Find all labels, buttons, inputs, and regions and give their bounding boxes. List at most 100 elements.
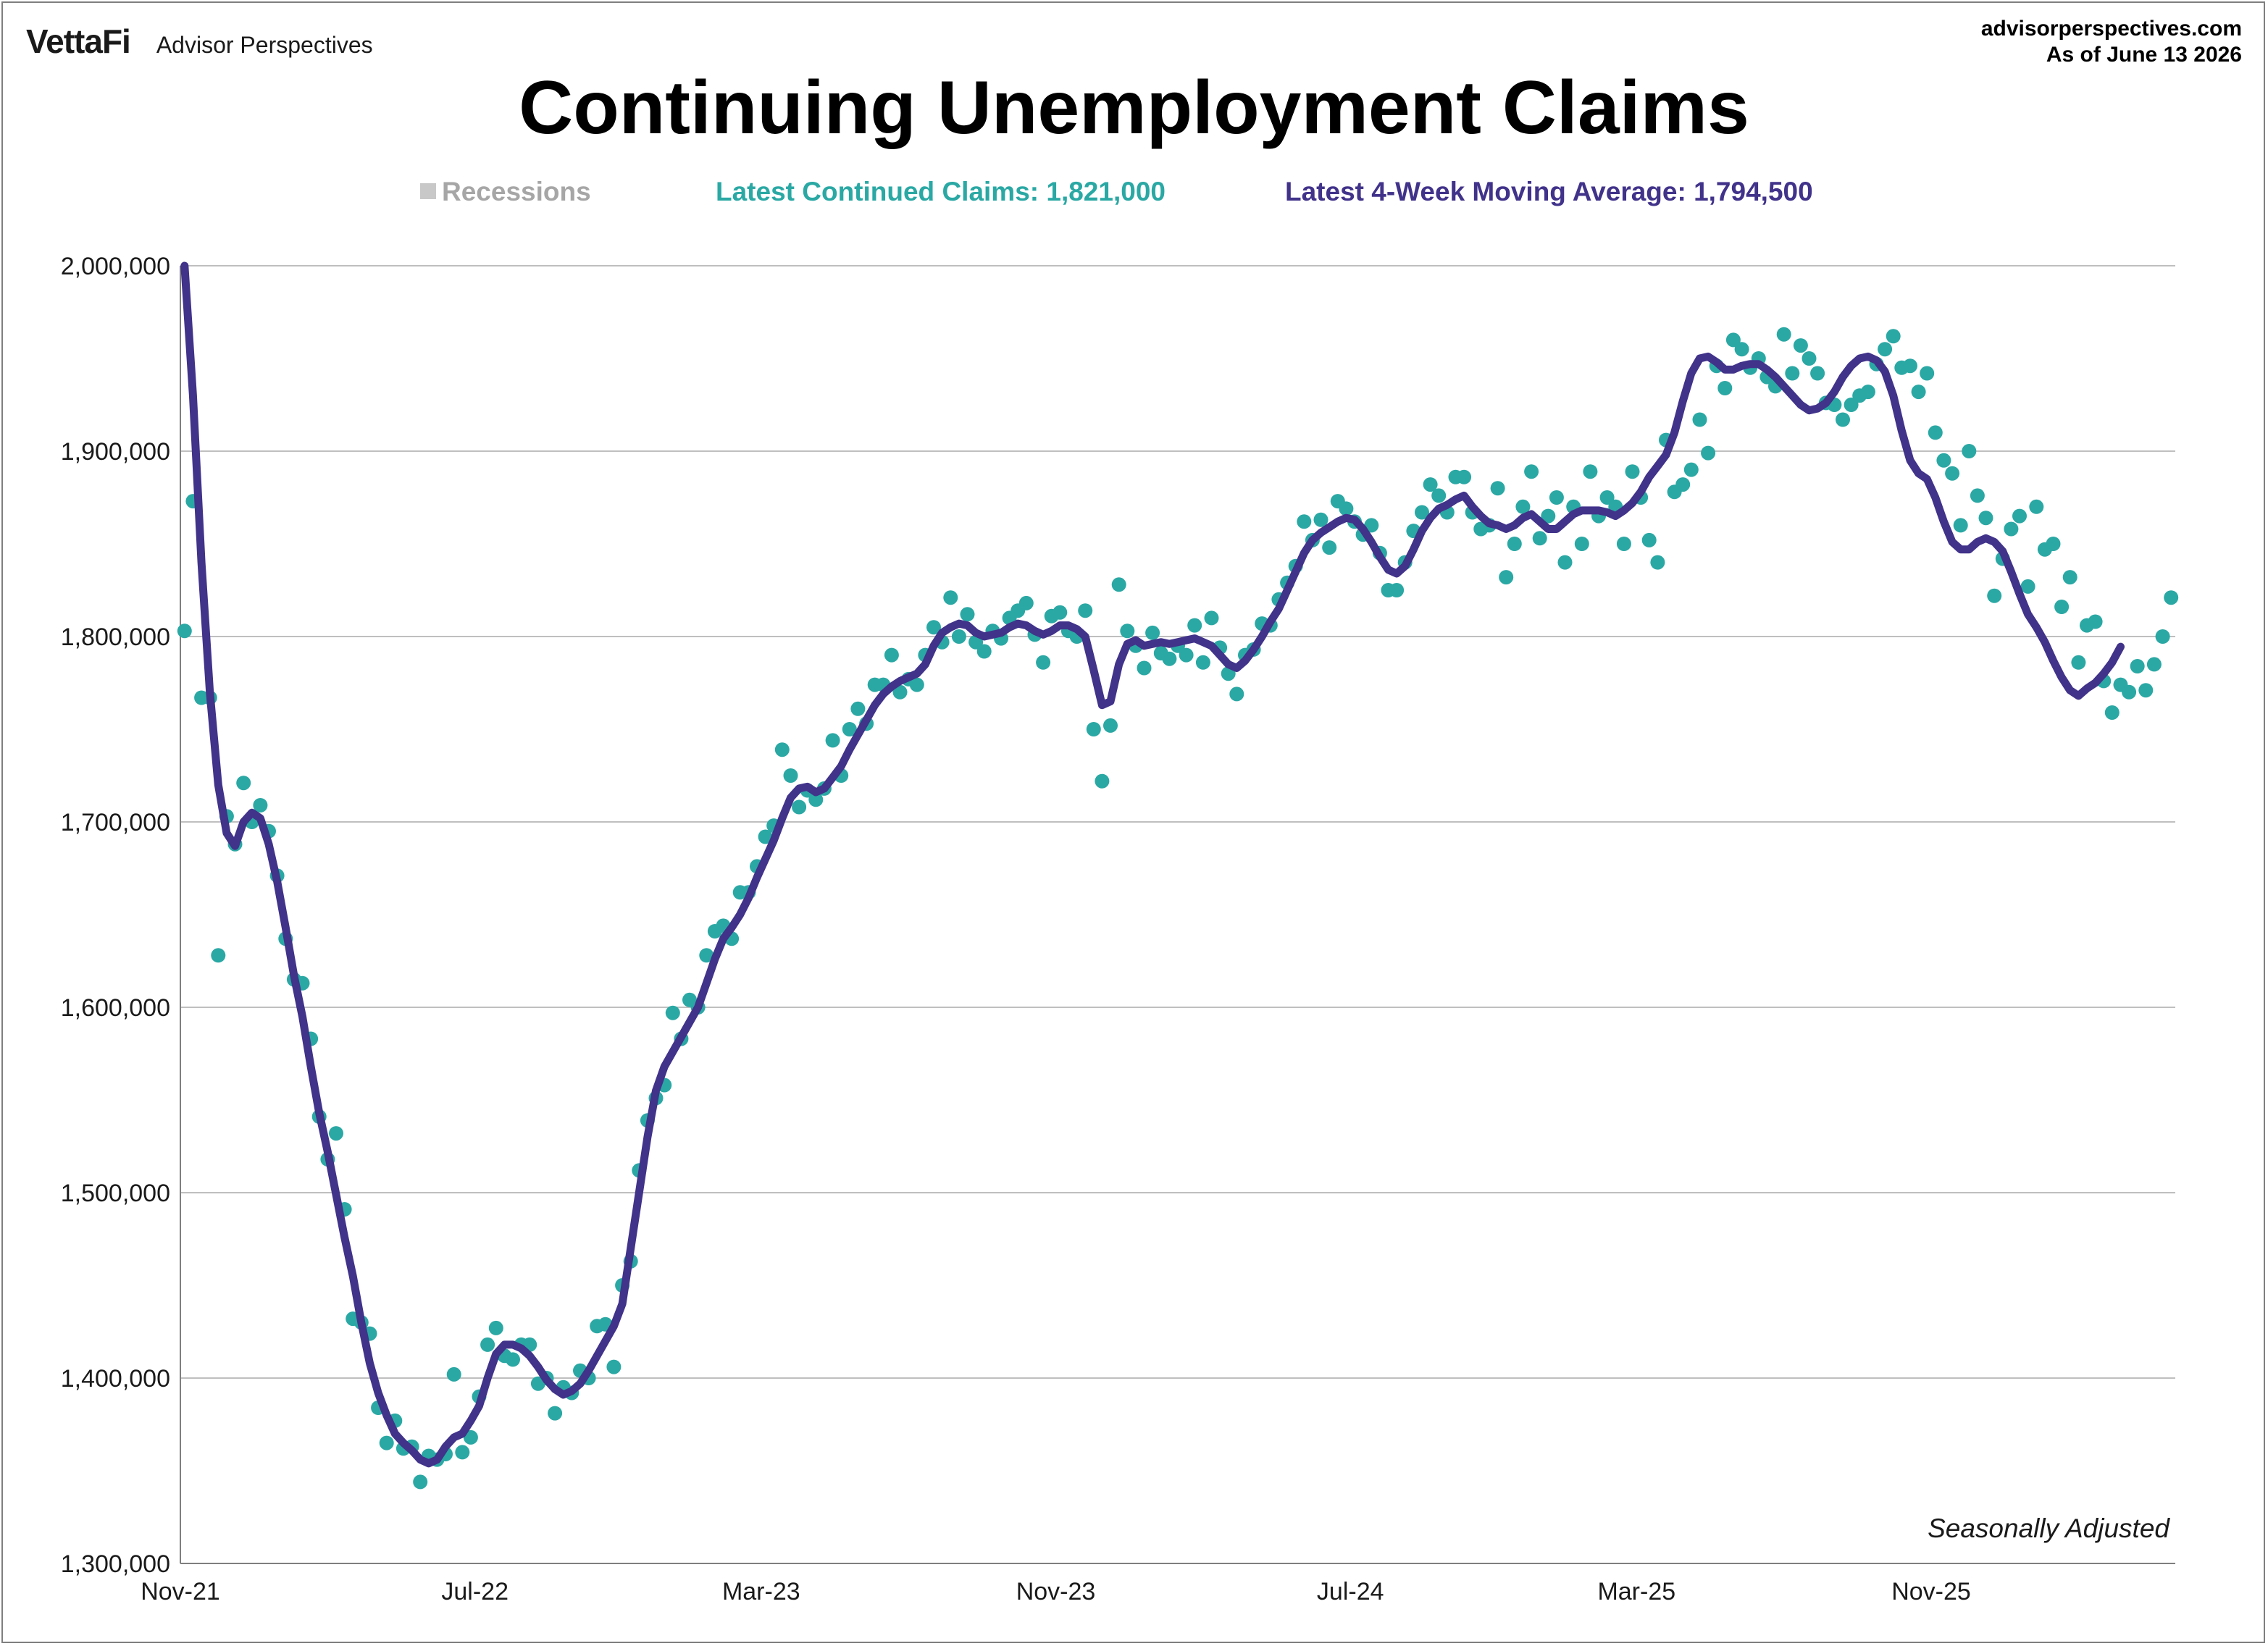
claims-point: [1095, 773, 1110, 789]
claims-point: [2164, 590, 2179, 605]
claims-point: [2046, 537, 2061, 551]
claims-point: [1978, 511, 1993, 526]
claims-point: [1086, 722, 1101, 736]
x-tick-label: Jul-22: [441, 1578, 509, 1605]
claims-point: [236, 776, 251, 791]
claims-point: [1625, 464, 1640, 479]
claims-point: [1457, 469, 1472, 484]
claims-point: [1836, 412, 1850, 427]
claims-point: [1145, 625, 1160, 640]
claims-point: [1179, 647, 1194, 663]
x-tick-labels: Nov-21 Jul-22 Mar-23 Nov-23 Jul-24 Mar-25 Nov-…: [141, 1578, 1971, 1605]
claims-point: [909, 677, 924, 692]
claims-point: [1111, 577, 1126, 592]
legend-moving-average: Latest 4-Week Moving Average: 1,794,500: [1285, 177, 1813, 206]
claims-point: [1920, 366, 1935, 381]
claims-point: [1549, 490, 1564, 505]
claims-point: [1515, 499, 1531, 514]
chart-title: Continuing Unemployment Claims: [519, 66, 1749, 150]
y-tick-label: 1,600,000: [61, 994, 170, 1022]
claims-point: [1574, 537, 1589, 551]
claims-point: [548, 1406, 563, 1421]
claims-point: [1692, 412, 1707, 427]
claims-point: [2155, 629, 2170, 644]
claims-point: [1599, 490, 1615, 505]
claims-point: [774, 742, 790, 757]
claims-point: [1120, 623, 1135, 639]
claims-point: [758, 829, 773, 844]
x-tick-label: Mar-25: [1597, 1578, 1675, 1605]
claims-point: [1431, 488, 1447, 503]
claims-point: [1297, 514, 1312, 529]
claims-point: [1229, 686, 1244, 702]
claims-point: [253, 798, 268, 812]
site-url: advisorperspectives.com: [1980, 17, 2242, 41]
claims-point: [1683, 462, 1699, 477]
moving-average-line: [180, 261, 2125, 1468]
claims-point: [884, 647, 899, 663]
claims-point: [1541, 508, 1556, 524]
grid-lines: [180, 265, 2175, 1379]
claims-point: [1532, 531, 1547, 546]
claims-point: [1490, 481, 1505, 496]
recession-swatch-icon: [420, 183, 436, 199]
claims-point: [850, 701, 866, 716]
claims-point: [892, 684, 908, 700]
claims-point: [1936, 453, 1951, 468]
claims-point: [1583, 464, 1598, 479]
claims-point: [1641, 532, 1657, 547]
claims-point: [1928, 425, 1943, 440]
y-tick-label: 1,900,000: [61, 438, 170, 466]
claims-point: [2130, 659, 2145, 673]
claims-point: [792, 799, 807, 815]
as-of-date: As of June 13 2026: [2046, 43, 2242, 67]
x-tick-label: Jul-24: [1317, 1578, 1384, 1605]
claims-point: [1701, 445, 1716, 461]
claims-point: [1717, 381, 1733, 395]
claims-point: [825, 733, 840, 748]
y-tick-label: 1,400,000: [61, 1365, 170, 1393]
claims-point: [1987, 588, 2002, 603]
claims-point: [2071, 655, 2086, 670]
claims-point: [480, 1337, 495, 1352]
logo-mark: VettaFi: [26, 22, 131, 60]
y-tick-labels: 1,300,000 1,400,000 1,500,000 1,600,000 1,70…: [61, 253, 170, 1578]
claims-point: [1970, 488, 1985, 503]
claims-point: [1389, 583, 1405, 597]
claims-point: [177, 623, 192, 639]
claims-point: [2122, 684, 2137, 700]
claims-point: [951, 629, 966, 644]
claims-point: [1802, 351, 1817, 366]
claims-point: [2104, 705, 2120, 720]
source-info: advisorperspectives.com As of June 13 20…: [1981, 16, 2242, 68]
claims-point: [1499, 570, 1514, 585]
claims-point: [1962, 444, 1977, 458]
claims-point: [1557, 555, 1573, 570]
claims-point: [1339, 501, 1354, 516]
claims-point: [1725, 332, 1741, 348]
claims-point: [1018, 595, 1034, 610]
claims-point: [1364, 518, 1379, 533]
claims-point: [1785, 366, 1800, 381]
claims-point: [665, 1005, 680, 1020]
claims-point: [1078, 603, 1093, 618]
claims-point: [1675, 477, 1691, 492]
claims-point: [455, 1445, 470, 1460]
claims-point: [1322, 540, 1337, 555]
claims-point: [1103, 718, 1118, 733]
claims-point: [842, 722, 857, 736]
claims-point: [2088, 614, 2103, 629]
claims-point: [699, 948, 714, 963]
claims-point: [1860, 385, 1875, 400]
claims-point: [1953, 518, 1968, 533]
claims-point: [211, 948, 226, 963]
claims-point: [1507, 537, 1522, 551]
claims-point: [1313, 512, 1328, 527]
x-tick-label: Mar-23: [722, 1578, 800, 1605]
y-tick-label: 2,000,000: [61, 253, 170, 280]
legend-claims: Latest Continued Claims: 1,821,000: [716, 177, 1166, 206]
y-tick-label: 1,800,000: [61, 623, 170, 651]
claims-point: [2062, 570, 2077, 585]
claims-point: [329, 1126, 343, 1141]
